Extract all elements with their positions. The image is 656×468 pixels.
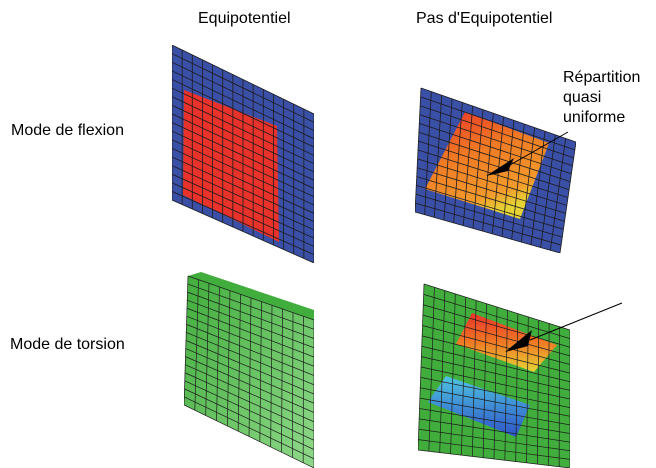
mesh-line — [172, 165, 314, 231]
mesh-line — [172, 122, 314, 189]
mesh-panel-torsion-no-equipotential — [418, 283, 570, 468]
mesh-line — [185, 348, 314, 404]
mesh-line — [420, 87, 576, 143]
mesh-line — [423, 294, 570, 339]
mesh-line — [418, 428, 570, 452]
row-label-bending-mode: Mode de flexion — [11, 122, 124, 139]
mesh-panel-torsion-equipotential — [184, 272, 314, 468]
mesh-line — [417, 158, 567, 206]
mesh-line — [172, 45, 314, 115]
green-plate-edge — [188, 272, 314, 320]
mesh-line — [187, 275, 314, 321]
mesh-line — [172, 104, 314, 173]
mesh-line — [186, 324, 314, 376]
mesh-line — [172, 61, 314, 131]
mesh-line — [172, 79, 314, 148]
mesh-line — [415, 202, 562, 246]
mesh-line — [184, 388, 314, 450]
mesh-line — [419, 114, 573, 167]
mesh-line — [420, 387, 570, 417]
mesh-line — [172, 130, 314, 198]
annotation-arrow-torsion — [505, 302, 623, 352]
mesh-line — [418, 140, 570, 190]
annotation-line-2: quasi — [563, 89, 602, 106]
column-header-no-equipotential: Pas d'Equipotentiel — [416, 10, 553, 27]
mesh-line — [187, 283, 314, 330]
mesh-line — [172, 96, 314, 165]
mesh-line — [420, 105, 574, 159]
mesh-line — [172, 182, 314, 247]
mesh-line — [184, 380, 314, 441]
mesh-line — [419, 123, 572, 175]
mesh-line — [185, 340, 314, 395]
mesh-grid-lines — [418, 283, 570, 468]
annotation-arrow-bending — [486, 131, 569, 176]
mesh-line — [418, 449, 570, 468]
mesh-line — [419, 397, 570, 426]
annotation-line-1: Répartition — [563, 69, 641, 86]
mesh-line — [421, 356, 570, 391]
mesh-line — [419, 418, 570, 443]
row-label-torsion-mode: Mode de torsion — [10, 336, 125, 353]
mesh-line — [172, 53, 314, 123]
mesh-line — [422, 325, 570, 365]
mesh-line — [186, 307, 314, 358]
mesh-line — [172, 156, 314, 222]
mesh-line — [172, 199, 314, 263]
mesh-line — [186, 332, 314, 386]
mesh-line — [172, 147, 314, 214]
mesh-line — [422, 314, 570, 357]
mesh-line — [419, 408, 570, 434]
mesh-line — [420, 366, 570, 400]
mesh-line — [423, 283, 570, 331]
column-header-equipotential: Equipotentiel — [198, 10, 291, 27]
mesh-line — [172, 113, 314, 181]
mesh-line — [421, 345, 570, 383]
mesh-line — [184, 404, 314, 468]
mesh-line — [172, 173, 314, 239]
mesh-line — [416, 176, 565, 222]
mesh-grid-lines — [415, 87, 576, 253]
mesh-line — [186, 315, 314, 367]
mesh-line — [420, 96, 575, 151]
annotation-line-3: uniforme — [563, 109, 626, 126]
mesh-line — [172, 139, 314, 206]
mesh-panel-bending-equipotential — [172, 45, 314, 263]
mesh-line — [418, 131, 571, 183]
red-patch — [183, 90, 279, 242]
mesh-line — [415, 211, 561, 253]
mesh-line — [172, 87, 314, 156]
mesh-line — [415, 193, 563, 238]
mesh-line — [172, 70, 314, 140]
mesh-grid-lines — [172, 45, 314, 263]
mesh-line — [423, 304, 570, 348]
mesh-line — [416, 185, 564, 230]
mesh-line — [184, 396, 314, 460]
mesh-line — [422, 335, 570, 374]
hot-patch — [456, 313, 557, 372]
mesh-line — [187, 299, 314, 349]
mesh-line — [172, 191, 314, 256]
mesh-line — [420, 377, 570, 408]
mesh-line — [185, 356, 314, 413]
mesh-line — [417, 167, 566, 214]
cold-patch — [428, 376, 530, 437]
mesh-line — [185, 364, 314, 423]
mesh-grid-lines — [184, 275, 314, 468]
mesh-line — [184, 372, 314, 432]
mesh-line — [418, 439, 570, 460]
mesh-line — [187, 291, 314, 339]
annotation-uniform-distribution: Répartition quasi uniforme — [563, 68, 640, 128]
